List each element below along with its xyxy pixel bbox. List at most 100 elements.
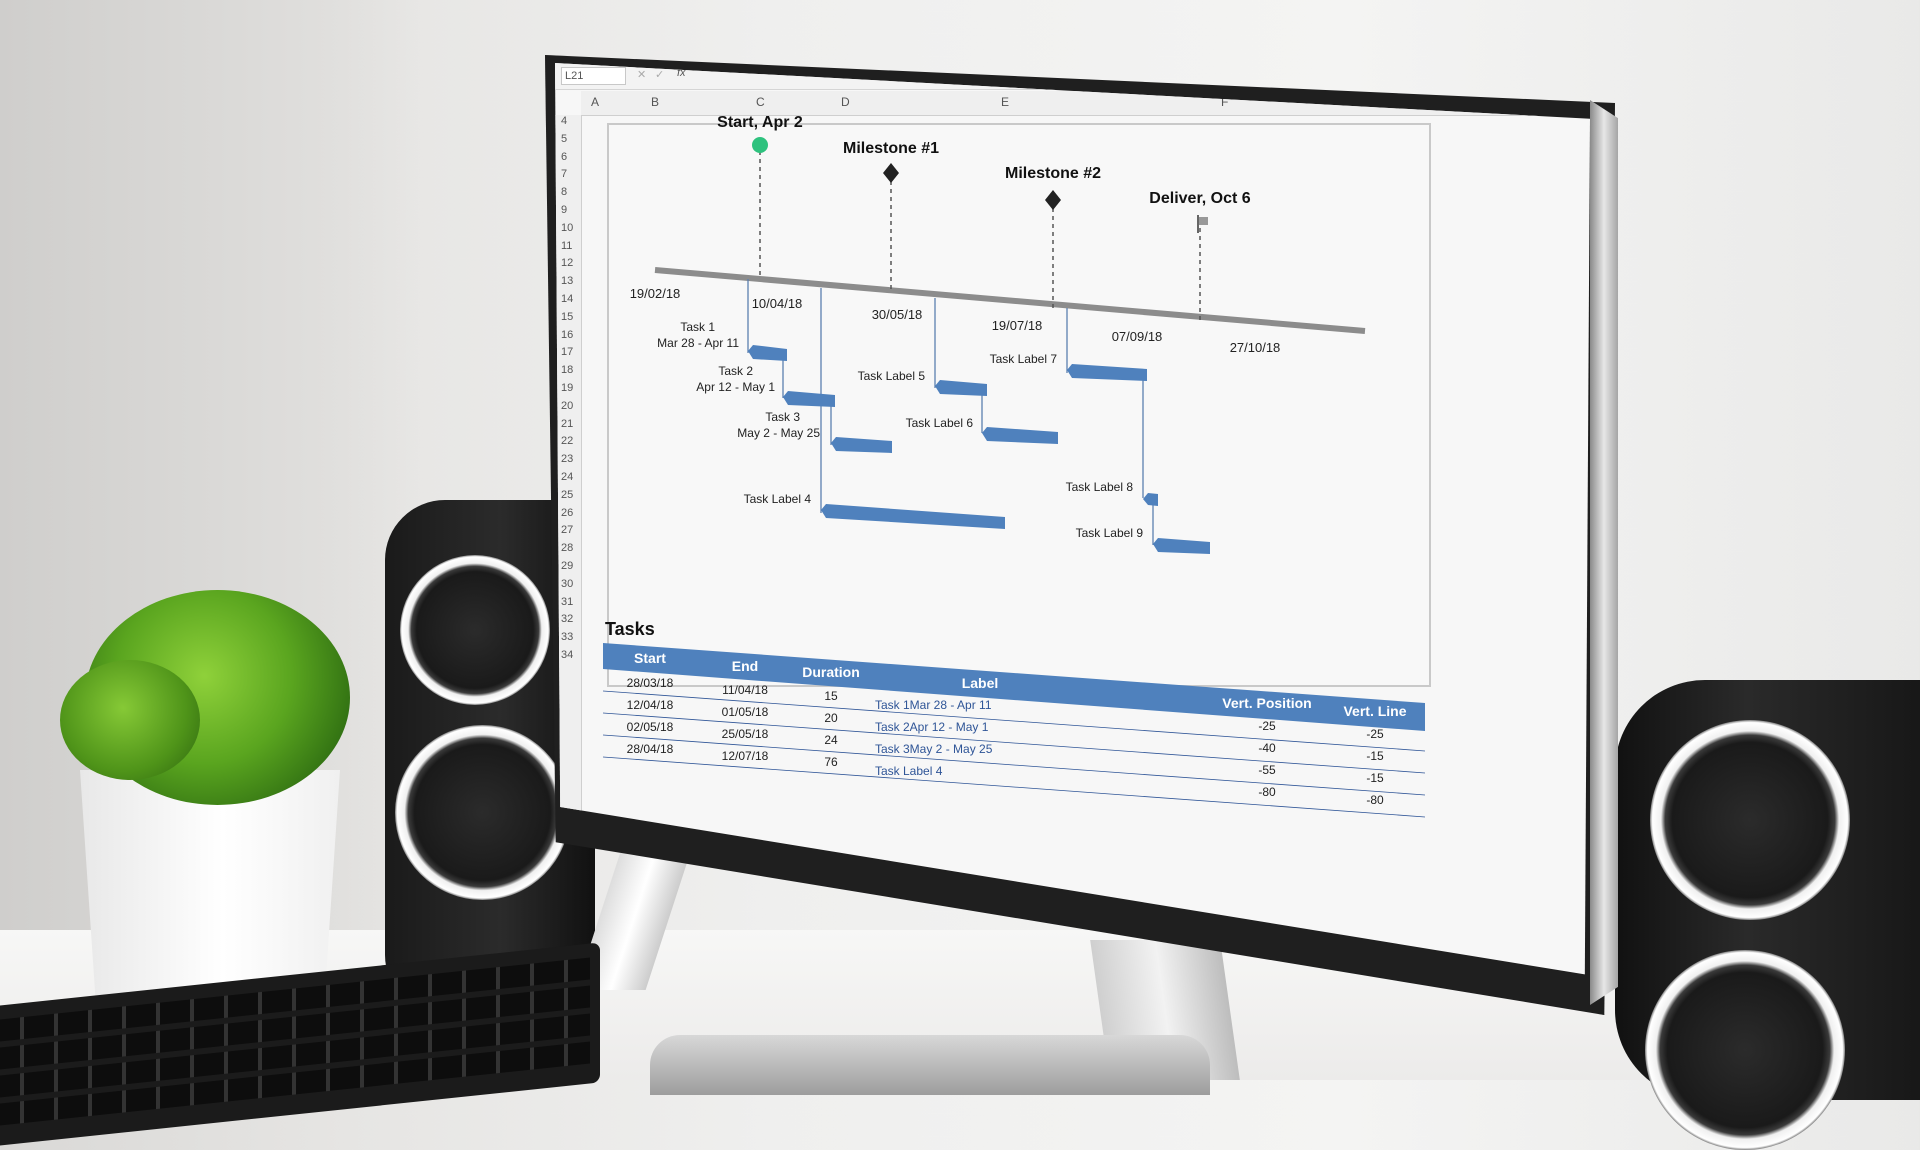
speaker-cone — [400, 555, 550, 705]
column-label[interactable]: C — [756, 95, 765, 109]
table-cell[interactable]: Task 1Mar 28 - Apr 11 — [875, 698, 992, 712]
monitor-screen: L21 ✕ ✓ fx A B C D E F G H I 45678910111… — [555, 63, 1590, 975]
header-cell[interactable]: End — [732, 658, 758, 674]
row-number[interactable]: 7 — [561, 168, 568, 181]
row-number[interactable]: 10 — [561, 221, 574, 234]
row-number[interactable]: 30 — [561, 577, 574, 590]
row-number[interactable]: 26 — [561, 506, 574, 519]
table-cell[interactable]: 12/07/18 — [722, 749, 769, 763]
row-number[interactable]: 16 — [561, 328, 574, 341]
name-box[interactable]: L21 — [561, 67, 626, 85]
table-cell[interactable]: 15 — [824, 689, 838, 703]
table-cell[interactable]: 76 — [824, 755, 838, 769]
task-bar — [831, 437, 892, 453]
milestone-label: Start, Apr 2 — [717, 114, 803, 131]
table-cell[interactable]: Task Label 4 — [875, 764, 943, 778]
task-label: Task 3 — [765, 410, 800, 424]
row-number[interactable]: 27 — [561, 524, 574, 537]
task-labels: Task 1 Mar 28 - Apr 11 Task 2 Apr 12 - M… — [657, 320, 1143, 540]
row-number[interactable]: 18 — [561, 364, 574, 377]
row-number[interactable]: 34 — [561, 649, 574, 661]
table-cell[interactable]: Task 2Apr 12 - May 1 — [875, 720, 989, 734]
row-number[interactable]: 33 — [561, 631, 574, 644]
header-cell[interactable]: Vert. Position — [1222, 695, 1311, 711]
task-sublabel: Apr 12 - May 1 — [696, 380, 775, 394]
row-number[interactable]: 21 — [561, 417, 574, 430]
row-number[interactable]: 25 — [561, 488, 574, 501]
table-cell[interactable]: -80 — [1258, 785, 1276, 799]
header-cell[interactable]: Vert. Line — [1343, 703, 1406, 719]
left-speaker — [385, 500, 595, 1015]
row-number[interactable]: 11 — [561, 239, 573, 252]
milestone-label: Milestone #2 — [1005, 165, 1101, 182]
header-cell[interactable]: Label — [962, 675, 999, 691]
row-number[interactable]: 31 — [561, 595, 574, 608]
task-bar — [748, 345, 787, 361]
row-number[interactable]: 24 — [561, 471, 574, 483]
milestone-start[interactable]: Start, Apr 2 — [717, 114, 803, 279]
row-number[interactable]: 32 — [561, 613, 574, 626]
tick-label: 10/04/18 — [752, 296, 803, 311]
task-label: Task Label 5 — [858, 369, 926, 383]
row-number[interactable]: 13 — [561, 275, 574, 288]
table-cell[interactable]: 02/05/18 — [627, 720, 674, 734]
table-cell[interactable]: -40 — [1258, 741, 1276, 755]
tick-label: 07/09/18 — [1112, 329, 1163, 344]
row-number[interactable]: 14 — [561, 293, 574, 305]
speaker-cone — [1650, 720, 1850, 920]
table-cell[interactable]: -15 — [1366, 749, 1384, 763]
row-number[interactable]: 15 — [561, 310, 574, 323]
row-number[interactable]: 4 — [561, 115, 568, 127]
task-label: Task 1 — [680, 320, 715, 334]
row-number[interactable]: 17 — [561, 346, 574, 359]
table-body: 28/03/18 11/04/18 15 Task 1Mar 28 - Apr 11 -… — [627, 676, 1384, 807]
table-cell[interactable]: -80 — [1366, 793, 1384, 807]
confirm-icon[interactable]: ✓ — [655, 69, 665, 81]
task-sublabel: Mar 28 - Apr 11 — [657, 336, 739, 350]
table-cell[interactable]: -15 — [1366, 771, 1384, 785]
header-cell[interactable]: Duration — [802, 664, 860, 680]
table-cell[interactable]: Task 3May 2 - May 25 — [875, 742, 993, 756]
task-bar — [821, 504, 1005, 529]
table-cell[interactable]: 11/04/18 — [722, 683, 768, 697]
row-number[interactable]: 23 — [561, 453, 574, 466]
row-number[interactable]: 20 — [561, 399, 574, 412]
table-cell[interactable]: 12/04/18 — [627, 698, 674, 712]
milestone-2[interactable]: Milestone #2 — [1005, 165, 1101, 308]
task-label: Task Label 6 — [906, 416, 974, 430]
plant-foliage-side — [60, 660, 200, 780]
task-connectors — [747, 279, 1154, 545]
row-number[interactable]: 12 — [561, 257, 574, 270]
table-cell[interactable]: -25 — [1258, 719, 1276, 733]
table-cell[interactable]: 28/04/18 — [627, 742, 674, 756]
task-label: Task Label 7 — [990, 352, 1058, 366]
tick-label: 19/07/18 — [992, 318, 1043, 333]
row-number[interactable]: 29 — [561, 560, 574, 572]
row-number[interactable]: 19 — [561, 382, 574, 394]
cancel-icon[interactable]: ✕ — [637, 69, 647, 81]
table-cell[interactable]: -55 — [1258, 763, 1276, 777]
chart-area[interactable] — [607, 123, 1431, 687]
row-number[interactable]: 9 — [561, 204, 568, 216]
row-number[interactable]: 8 — [561, 186, 568, 199]
column-label[interactable]: F — [1221, 95, 1229, 109]
column-label[interactable]: D — [841, 95, 850, 109]
table-cell[interactable]: 25/05/18 — [722, 727, 769, 741]
column-label[interactable]: E — [1001, 95, 1010, 109]
row-number[interactable]: 22 — [561, 435, 574, 448]
row-number[interactable]: 28 — [561, 542, 574, 555]
monitor-edge — [1590, 100, 1618, 1005]
table-cell[interactable]: 24 — [824, 733, 838, 747]
table-cell[interactable]: -25 — [1366, 727, 1384, 741]
milestone-deliver[interactable]: Deliver, Oct 6 — [1149, 190, 1251, 321]
table-cell[interactable]: 20 — [824, 711, 838, 725]
row-number[interactable]: 5 — [561, 132, 568, 145]
table-cell[interactable]: 01/05/18 — [722, 705, 769, 719]
milestone-1[interactable]: Milestone #1 — [843, 140, 939, 293]
header-cell[interactable]: Start — [634, 650, 666, 666]
table-cell[interactable]: 28/03/18 — [627, 676, 674, 690]
column-label[interactable]: A — [591, 95, 600, 109]
fx-icon[interactable]: fx — [677, 67, 686, 79]
row-number[interactable]: 6 — [561, 150, 568, 163]
column-label[interactable]: B — [651, 95, 660, 109]
